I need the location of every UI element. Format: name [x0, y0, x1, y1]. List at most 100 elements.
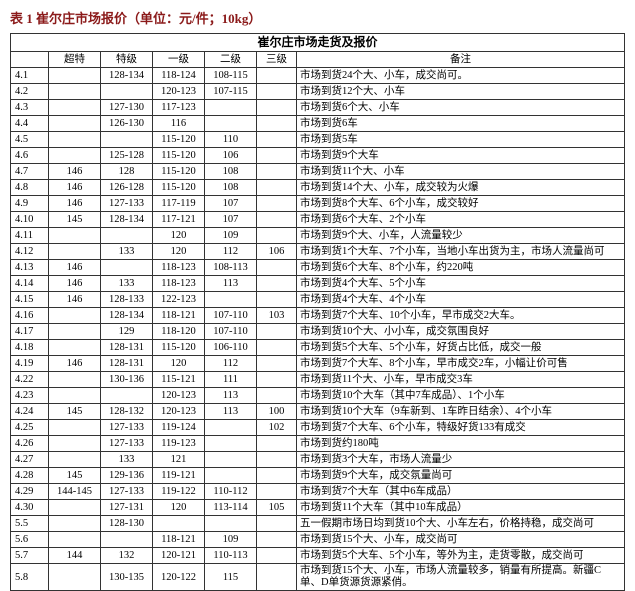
- cell-g1: 146: [49, 292, 101, 308]
- cell-date: 5.6: [11, 532, 49, 548]
- table-body: 4.1128-134118-124108-115市场到货24个大、小车，成交尚可…: [11, 68, 625, 591]
- cell-date: 4.18: [11, 340, 49, 356]
- table-banner: 崔尔庄市场走货及报价: [11, 34, 625, 52]
- cell-g4: 107-115: [205, 84, 257, 100]
- cell-date: 4.19: [11, 356, 49, 372]
- cell-date: 4.16: [11, 308, 49, 324]
- cell-g2: 133: [101, 276, 153, 292]
- cell-g1: [49, 420, 101, 436]
- cell-g4: [205, 452, 257, 468]
- cell-remark: 市场到货11个大车（其中10车成品）: [297, 500, 625, 516]
- table-row: 4.13146118-123108-113市场到货6个大车、8个小车，约220吨: [11, 260, 625, 276]
- cell-g2: 128-134: [101, 308, 153, 324]
- cell-g3: 119-123: [153, 436, 205, 452]
- cell-g1: [49, 244, 101, 260]
- cell-g1: 144-145: [49, 484, 101, 500]
- cell-g2: 127-133: [101, 420, 153, 436]
- cell-remark: 市场到货8个大车、6个小车，成交较好: [297, 196, 625, 212]
- col-grade5: 三级: [257, 52, 297, 68]
- cell-g3: 118-121: [153, 532, 205, 548]
- cell-g2: [101, 84, 153, 100]
- cell-remark: 市场到货6个大车、8个小车，约220吨: [297, 260, 625, 276]
- cell-g2: [101, 228, 153, 244]
- cell-date: 5.5: [11, 516, 49, 532]
- cell-date: 4.25: [11, 420, 49, 436]
- cell-g4: 110-112: [205, 484, 257, 500]
- table-row: 4.22130-136115-121111市场到货11个大、小车，早市成交3车: [11, 372, 625, 388]
- cell-g2: 126-128: [101, 180, 153, 196]
- cell-g2: 129: [101, 324, 153, 340]
- cell-g1: 144: [49, 548, 101, 564]
- cell-g3: [153, 516, 205, 532]
- cell-g4: [205, 116, 257, 132]
- cell-g5: 105: [257, 500, 297, 516]
- cell-remark: 市场到货7个大车、6个小车，特级好货133有成交: [297, 420, 625, 436]
- table-row: 4.23120-123113市场到货10个大车（其中7车成品）、1个小车: [11, 388, 625, 404]
- cell-g5: [257, 532, 297, 548]
- cell-date: 4.8: [11, 180, 49, 196]
- cell-g2: 128: [101, 164, 153, 180]
- table-row: 4.9146127-133117-119107市场到货8个大车、6个小车，成交较…: [11, 196, 625, 212]
- cell-g1: [49, 500, 101, 516]
- cell-g4: 108-113: [205, 260, 257, 276]
- table-row: 4.10145128-134117-121107市场到货6个大车、2个小车: [11, 212, 625, 228]
- cell-g5: [257, 340, 297, 356]
- cell-g5: [257, 132, 297, 148]
- cell-remark: 市场到货6个大、小车: [297, 100, 625, 116]
- table-row: 4.28145129-136119-121市场到货9个大车，成交氛量尚可: [11, 468, 625, 484]
- cell-g3: 117-123: [153, 100, 205, 116]
- cell-date: 4.27: [11, 452, 49, 468]
- cell-remark: 市场到货3个大车，市场人流量少: [297, 452, 625, 468]
- cell-g4: 113: [205, 276, 257, 292]
- cell-g1: 145: [49, 212, 101, 228]
- cell-g4: [205, 292, 257, 308]
- cell-g5: [257, 180, 297, 196]
- cell-remark: 市场到货4个大车、5个小车: [297, 276, 625, 292]
- cell-g3: 115-120: [153, 164, 205, 180]
- cell-g4: 113: [205, 388, 257, 404]
- cell-g2: 128-132: [101, 404, 153, 420]
- cell-g5: [257, 388, 297, 404]
- cell-g2: 133: [101, 452, 153, 468]
- cell-g5: [257, 372, 297, 388]
- cell-g5: [257, 164, 297, 180]
- table-row: 4.14146133118-123113市场到货4个大车、5个小车: [11, 276, 625, 292]
- cell-g5: [257, 260, 297, 276]
- table-row: 5.6118-121109市场到货15个大、小车，成交尚可: [11, 532, 625, 548]
- cell-g4: [205, 100, 257, 116]
- cell-date: 4.9: [11, 196, 49, 212]
- cell-g5: [257, 452, 297, 468]
- cell-g1: [49, 452, 101, 468]
- cell-g1: [49, 148, 101, 164]
- cell-g5: [257, 100, 297, 116]
- cell-remark: 市场到货约180吨: [297, 436, 625, 452]
- cell-date: 4.29: [11, 484, 49, 500]
- cell-g4: 110: [205, 132, 257, 148]
- cell-g5: [257, 484, 297, 500]
- cell-remark: 市场到货9个大车，成交氛量尚可: [297, 468, 625, 484]
- cell-g1: [49, 116, 101, 132]
- cell-remark: 市场到货4个大车、4个小车: [297, 292, 625, 308]
- cell-g3: 118-123: [153, 276, 205, 292]
- cell-g4: 111: [205, 372, 257, 388]
- cell-remark: 市场到货9个大、小车，人流量较少: [297, 228, 625, 244]
- cell-g2: 126-130: [101, 116, 153, 132]
- cell-g4: 108-115: [205, 68, 257, 84]
- cell-g2: 128-134: [101, 212, 153, 228]
- cell-g3: 117-119: [153, 196, 205, 212]
- cell-g4: 109: [205, 532, 257, 548]
- cell-g4: [205, 420, 257, 436]
- cell-g4: 108: [205, 180, 257, 196]
- cell-remark: 市场到货9个大车: [297, 148, 625, 164]
- cell-remark: 市场到货10个大车（9车新到、1车昨日结余）、4个小车: [297, 404, 625, 420]
- table-row: 5.7144132120-121110-113市场到货5个大车、5个小车，等外为…: [11, 548, 625, 564]
- cell-g2: 127-133: [101, 484, 153, 500]
- table-row: 4.8146126-128115-120108市场到货14个大、小车，成交较为火…: [11, 180, 625, 196]
- cell-g3: 119-124: [153, 420, 205, 436]
- cell-g3: 119-121: [153, 468, 205, 484]
- cell-g3: 120: [153, 356, 205, 372]
- cell-g5: [257, 292, 297, 308]
- table-row: 4.6125-128115-120106市场到货9个大车: [11, 148, 625, 164]
- cell-g5: [257, 228, 297, 244]
- cell-g2: 128-133: [101, 292, 153, 308]
